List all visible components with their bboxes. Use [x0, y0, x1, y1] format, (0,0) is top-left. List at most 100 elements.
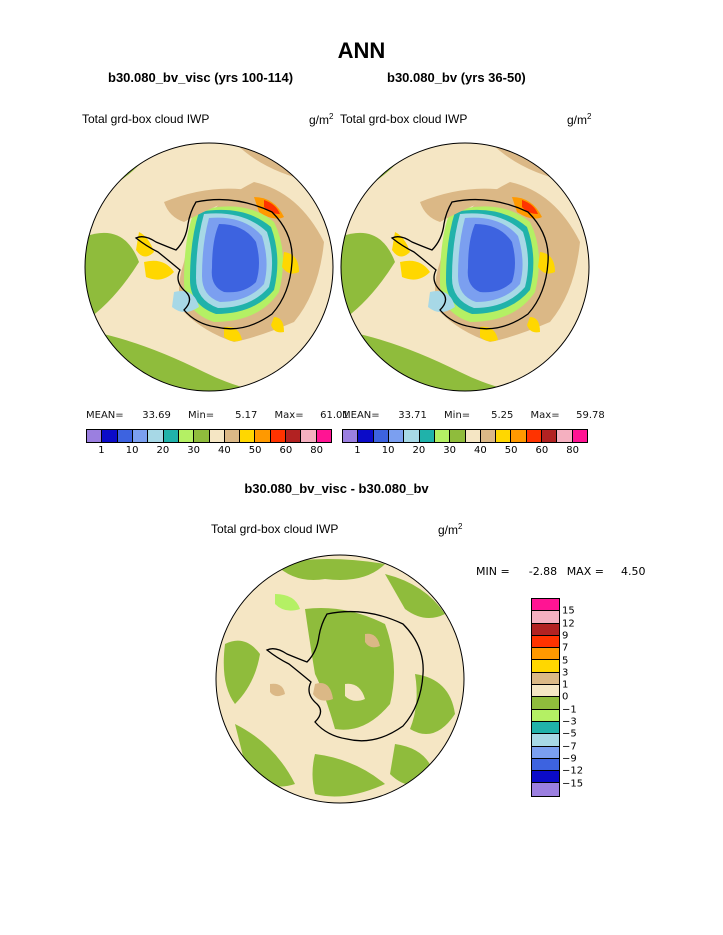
diff-colorbar-tick-label: 15 [562, 605, 575, 617]
left-stats: MEAN= 33.69 Min= 5.17 Max= 61.01 [86, 410, 349, 421]
right-max-label: Max= [530, 410, 560, 421]
left-colorbar-swatch [117, 430, 133, 442]
left-colorbar-tick-label: 80 [310, 445, 323, 456]
diff-colorbar-tick-label: 7 [562, 642, 569, 654]
right-colorbar-tick-label: 80 [566, 445, 579, 456]
right-colorbar-tick-label: 1 [354, 445, 361, 456]
diff-colorbar-swatch [532, 635, 559, 649]
diff-title: b30.080_bv_visc - b30.080_bv [244, 481, 429, 496]
diff-colorbar-tick-label: 1 [562, 679, 569, 691]
right-colorbar-swatch [434, 430, 451, 442]
right-colorbar-swatch [496, 430, 512, 442]
diff-colorbar-swatch [532, 611, 559, 624]
left-colorbar-swatch [178, 430, 195, 442]
diff-min-value: -2.88 [528, 565, 558, 578]
right-colorbar-swatch [542, 430, 558, 442]
diff-colorbar-swatch [532, 758, 559, 772]
right-colorbar-swatch [511, 430, 527, 442]
right-mean-label: MEAN= [342, 410, 380, 421]
diff-colorbar [531, 598, 560, 797]
right-colorbar-swatch [358, 430, 374, 442]
diff-colorbar-swatch [532, 697, 559, 710]
left-colorbar-swatch [209, 430, 225, 442]
right-min-value: 5.25 [491, 410, 514, 421]
right-colorbar [342, 429, 588, 443]
right-colorbar-tick-label: 10 [381, 445, 395, 456]
left-mean-value: 33.69 [142, 410, 171, 421]
left-colorbar-swatch [224, 430, 241, 442]
diff-map [215, 554, 465, 809]
left-colorbar-swatch [148, 430, 164, 442]
left-colorbar-swatch [102, 430, 118, 442]
left-variable-label: Total grd-box cloud IWP [82, 112, 210, 126]
diff-colorbar-tick-label: −9 [562, 753, 577, 765]
right-colorbar-swatch [557, 430, 573, 442]
right-colorbar-swatch [526, 430, 543, 442]
left-colorbar-swatch [132, 430, 149, 442]
diff-colorbar-swatch [532, 746, 559, 759]
diff-colorbar-swatch [532, 783, 559, 796]
diff-colorbar-tick-label: 5 [562, 655, 569, 666]
right-colorbar-swatch [450, 430, 466, 442]
left-colorbar-tick-label: 1 [98, 445, 105, 456]
left-colorbar-swatch [87, 430, 103, 442]
left-mean-label: MEAN= [86, 410, 124, 421]
diff-colorbar-swatch [532, 672, 559, 686]
right-colorbar-tick-label: 20 [412, 445, 426, 456]
right-colorbar-swatch [419, 430, 435, 442]
left-max-value: 61.01 [320, 410, 349, 421]
left-max-label: Max= [274, 410, 304, 421]
right-map [340, 142, 590, 397]
right-colorbar-swatch [465, 430, 481, 442]
right-case-title: b30.080_bv (yrs 36-50) [387, 70, 526, 85]
page-title: ANN [337, 38, 386, 63]
right-colorbar-swatch [343, 430, 359, 442]
right-colorbar-tick-label: 30 [443, 445, 456, 456]
right-colorbar-tick-label: 50 [504, 445, 518, 456]
right-stats: MEAN= 33.71 Min= 5.25 Max= 59.78 [342, 410, 605, 421]
left-colorbar-tick-label: 50 [248, 445, 262, 456]
diff-colorbar-swatch [532, 771, 559, 784]
left-colorbar-swatch [286, 430, 302, 442]
right-colorbar-swatch [480, 430, 497, 442]
diff-colorbar-tick-label: 9 [562, 630, 569, 642]
left-colorbar-tick-label: 30 [187, 445, 200, 456]
left-min-value: 5.17 [235, 410, 258, 421]
left-colorbar-tick-label: 40 [218, 445, 231, 456]
right-colorbar-swatch [373, 430, 389, 442]
right-colorbar-tick-label: 60 [535, 445, 549, 456]
left-colorbar-tick-label: 20 [156, 445, 170, 456]
diff-minmax: MIN = -2.88 MAX = 4.50 [476, 565, 645, 578]
left-colorbar-tick-label: 60 [279, 445, 293, 456]
diff-max-value: 4.50 [620, 565, 646, 578]
diff-units-label: g/m2 [438, 522, 463, 537]
diff-variable-label: Total grd-box cloud IWP [211, 522, 339, 536]
diff-colorbar-swatch [532, 660, 559, 673]
diff-colorbar-tick-label: −7 [562, 741, 577, 753]
left-colorbar-tick-label: 10 [125, 445, 139, 456]
left-map [84, 142, 334, 397]
right-colorbar-swatch [572, 430, 587, 442]
diff-colorbar-swatch [532, 685, 559, 698]
left-colorbar [86, 429, 332, 443]
right-variable-label: Total grd-box cloud IWP [340, 112, 468, 126]
left-colorbar-swatch [316, 430, 331, 442]
left-case-title: b30.080_bv_visc (yrs 100-114) [108, 70, 294, 85]
diff-colorbar-swatch [532, 599, 559, 612]
left-colorbar-swatch [255, 430, 271, 442]
right-units-label: g/m2 [567, 112, 592, 127]
left-colorbar-swatch [163, 430, 179, 442]
diff-colorbar-swatch [532, 709, 559, 722]
right-colorbar-swatch [404, 430, 420, 442]
diff-colorbar-tick-label: −12 [562, 765, 584, 777]
diff-colorbar-tick-label: 0 [562, 691, 569, 703]
diff-colorbar-swatch [532, 623, 559, 636]
right-min-label: Min= [444, 410, 471, 421]
diff-colorbar-swatch [532, 734, 559, 747]
diff-colorbar-tick-label: −15 [562, 778, 584, 789]
diff-min-label: MIN = [476, 565, 510, 578]
left-colorbar-swatch [240, 430, 256, 442]
diff-colorbar-tick-label: −5 [562, 728, 577, 740]
left-colorbar-swatch [301, 430, 317, 442]
diff-max-label: MAX = [566, 565, 604, 578]
